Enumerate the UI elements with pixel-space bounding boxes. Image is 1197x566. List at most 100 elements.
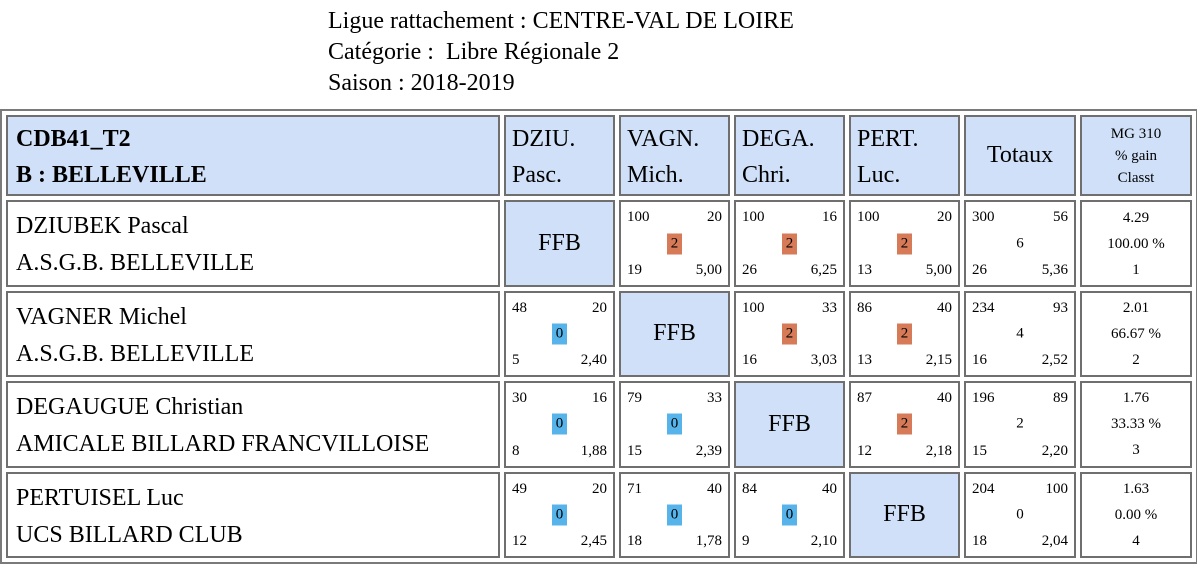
col-header-line1: DEGA. — [742, 126, 815, 152]
gain-percent: 33.33 % — [1111, 416, 1161, 433]
mg-cell: 2.01 66.67 % 2 — [1080, 290, 1192, 378]
totals-cell: 204 100 0 18 2,04 — [964, 471, 1076, 558]
total-points: 234 — [972, 299, 995, 316]
mg-cell: 4.29 100.00 % 1 — [1080, 200, 1192, 287]
match-points: 49 — [512, 480, 527, 497]
match-moyenne: 1,78 — [695, 533, 722, 549]
ffb-cell: FFB — [619, 290, 730, 378]
col-header-line2: Chri. — [742, 162, 791, 188]
total-moyenne: 5,36 — [1041, 261, 1068, 278]
col-header-line1: PERT. — [857, 126, 919, 152]
match-serie: 12 — [857, 442, 872, 459]
match-serie: 19 — [627, 261, 642, 278]
match-result-badge: 0 — [781, 504, 798, 526]
match-moyenne: 2,10 — [810, 533, 837, 549]
player-cell: PERTUISEL Luc UCS BILLARD CLUB — [6, 471, 500, 558]
match-cell: 100 20 2 19 5,00 — [619, 200, 730, 287]
total-points: 300 — [972, 209, 995, 226]
total-reprises: 93 — [1053, 299, 1068, 316]
player-row: VAGNER Michel A.S.G.B. BELLEVILLE 48 20 0 5 2,… — [6, 290, 1192, 378]
rank: 2 — [1132, 351, 1140, 368]
match-result-badge: 0 — [666, 413, 683, 435]
gain-percent: 0.00 % — [1114, 506, 1158, 523]
col-header-line1: VAGN. — [627, 126, 700, 152]
mg-value: 1.76 — [1122, 390, 1150, 407]
match-serie: 13 — [857, 352, 872, 369]
page-header: Ligue rattachement : CENTRE-VAL DE LOIRE… — [328, 6, 794, 99]
match-result-badge: 0 — [551, 504, 568, 526]
mg-header-line1: MG 310 — [1110, 125, 1162, 142]
mg-header-line3: Classt — [1117, 169, 1155, 186]
header-row: CDB41_T2 B : BELLEVILLE DZIU. Pasc. VAGN… — [6, 115, 1192, 197]
mg-value: 2.01 — [1122, 299, 1150, 316]
col-header-2: VAGN. Mich. — [619, 115, 730, 197]
categorie-line: Catégorie : Libre Régionale 2 — [328, 39, 620, 65]
ligue-line: Ligue rattachement : CENTRE-VAL DE LOIRE — [328, 8, 794, 34]
match-moyenne: 2,18 — [925, 442, 952, 459]
match-points: 100 — [627, 209, 650, 226]
match-moyenne: 2,45 — [580, 533, 607, 549]
match-serie: 13 — [857, 261, 872, 278]
match-reprises: 33 — [822, 299, 837, 316]
player-cell: DEGAUGUE Christian AMICALE BILLARD FRANCV… — [6, 381, 500, 468]
player-name: DEGAUGUE Christian — [16, 394, 244, 421]
group-name: B : BELLEVILLE — [16, 162, 207, 188]
match-moyenne: 2,39 — [695, 442, 722, 459]
total-moyenne: 2,52 — [1041, 352, 1068, 369]
total-match-points: 6 — [1016, 235, 1024, 252]
match-result-badge: 2 — [781, 233, 798, 255]
ffb-cell: FFB — [849, 471, 960, 558]
match-result-badge: 0 — [551, 323, 568, 345]
rank: 3 — [1132, 442, 1140, 459]
player-club: A.S.G.B. BELLEVILLE — [16, 250, 254, 277]
match-points: 79 — [627, 390, 642, 407]
match-cell: 30 16 0 8 1,88 — [504, 381, 615, 468]
rank: 4 — [1132, 532, 1140, 549]
match-serie: 15 — [627, 442, 642, 459]
gain-percent: 100.00 % — [1107, 235, 1165, 252]
totals-cell: 234 93 4 16 2,52 — [964, 290, 1076, 378]
mg-cell: 1.63 0.00 % 4 — [1080, 471, 1192, 558]
match-points: 30 — [512, 390, 527, 407]
total-serie: 16 — [972, 352, 987, 369]
match-moyenne: 5,00 — [695, 261, 722, 278]
match-result-badge: 2 — [896, 233, 913, 255]
total-match-points: 0 — [1016, 506, 1024, 523]
saison-line: Saison : 2018-2019 — [328, 70, 515, 96]
rank: 1 — [1132, 261, 1140, 278]
match-cell: 71 40 0 18 1,78 — [619, 471, 730, 558]
match-points: 100 — [857, 209, 880, 226]
total-moyenne: 2,04 — [1041, 533, 1068, 549]
match-result-badge: 0 — [666, 504, 683, 526]
ffb-cell: FFB — [504, 200, 615, 287]
match-result-badge: 2 — [666, 233, 683, 255]
match-cell: 100 16 2 26 6,25 — [734, 200, 845, 287]
mg-value: 1.63 — [1122, 480, 1150, 497]
match-moyenne: 2,15 — [925, 352, 952, 369]
player-row: DZIUBEK Pascal A.S.G.B. BELLEVILLE FFB 100 2… — [6, 200, 1192, 287]
total-serie: 26 — [972, 261, 987, 278]
match-cell: 87 40 2 12 2,18 — [849, 381, 960, 468]
match-serie: 12 — [512, 533, 527, 549]
player-club: AMICALE BILLARD FRANCVILLOISE — [16, 431, 430, 458]
group-header-cell: CDB41_T2 B : BELLEVILLE — [6, 115, 500, 197]
total-match-points: 2 — [1016, 415, 1024, 432]
totals-header: Totaux — [964, 115, 1076, 197]
match-cell: 86 40 2 13 2,15 — [849, 290, 960, 378]
total-reprises: 100 — [1045, 480, 1069, 497]
player-cell: DZIUBEK Pascal A.S.G.B. BELLEVILLE — [6, 200, 500, 287]
total-reprises: 89 — [1053, 390, 1068, 407]
match-moyenne: 3,03 — [810, 352, 837, 369]
match-points: 48 — [512, 299, 527, 316]
col-header-1: DZIU. Pasc. — [504, 115, 615, 197]
match-reprises: 20 — [937, 209, 952, 226]
match-reprises: 20 — [707, 209, 722, 226]
player-club: UCS BILLARD CLUB — [16, 521, 243, 548]
mg-header: MG 310 % gain Classt — [1080, 115, 1192, 197]
match-result-badge: 2 — [781, 323, 798, 345]
match-points: 86 — [857, 299, 872, 316]
player-name: PERTUISEL Luc — [16, 484, 184, 511]
match-result-badge: 2 — [896, 413, 913, 435]
match-serie: 5 — [512, 352, 520, 369]
col-header-line2: Luc. — [857, 162, 901, 188]
